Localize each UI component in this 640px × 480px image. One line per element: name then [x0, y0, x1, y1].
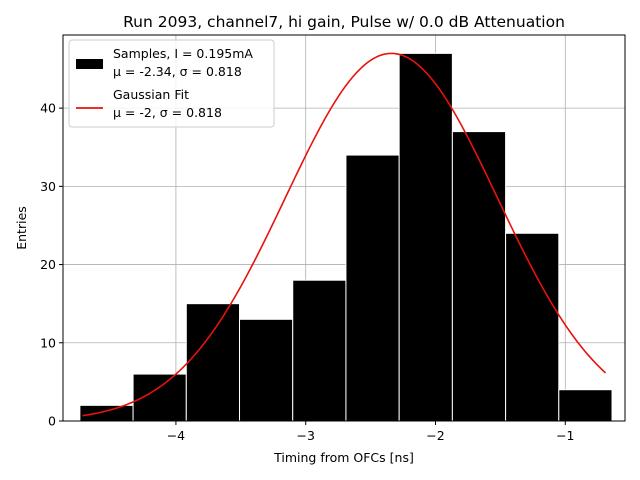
y-tick-label: 30 — [40, 179, 56, 194]
y-tick-label: 10 — [40, 335, 56, 350]
legend-histogram-label: Samples, I = 0.195mA — [113, 46, 253, 61]
gaussian-fit-curve — [82, 52, 607, 417]
y-tick-label: 20 — [40, 257, 56, 272]
fit-curve-line — [82, 52, 607, 417]
y-tick-label: 40 — [40, 101, 56, 116]
x-tick-label: −3 — [296, 428, 314, 443]
legend-frame — [68, 39, 275, 128]
plot-frame — [62, 34, 626, 422]
y-tick-label: 0 — [48, 414, 56, 429]
legend-histogram-stats: μ = -2.34, σ = 0.818 — [113, 64, 242, 79]
x-tick-label: −1 — [556, 428, 574, 443]
x-tick-label: −2 — [426, 428, 444, 443]
histogram-bar — [451, 131, 507, 422]
legend-histogram-swatch — [76, 59, 103, 69]
histogram-bar — [79, 404, 134, 422]
histogram-bar — [505, 232, 560, 422]
x-axis-ticks: −4 −3 −2 −1 — [167, 421, 575, 443]
histogram-bar — [239, 318, 294, 422]
histogram-bar — [558, 389, 613, 422]
legend: Samples, I = 0.195mA μ = -2.34, σ = 0.81… — [68, 39, 275, 128]
legend-fit-stats: μ = -2, σ = 0.818 — [113, 105, 222, 120]
y-axis-label: Entries — [14, 206, 29, 250]
y-axis-ticks: 0 10 20 30 40 — [40, 101, 63, 429]
histogram-bar — [292, 279, 347, 422]
histogram-bar — [398, 52, 453, 422]
legend-fit-label: Gaussian Fit — [113, 87, 189, 102]
histogram-bar — [345, 154, 400, 422]
histogram-bar — [185, 303, 241, 422]
x-tick-label: −4 — [167, 428, 185, 443]
chart-title: Run 2093, channel7, hi gain, Pulse w/ 0.… — [123, 13, 565, 31]
x-axis-label: Timing from OFCs [ns] — [273, 450, 414, 465]
